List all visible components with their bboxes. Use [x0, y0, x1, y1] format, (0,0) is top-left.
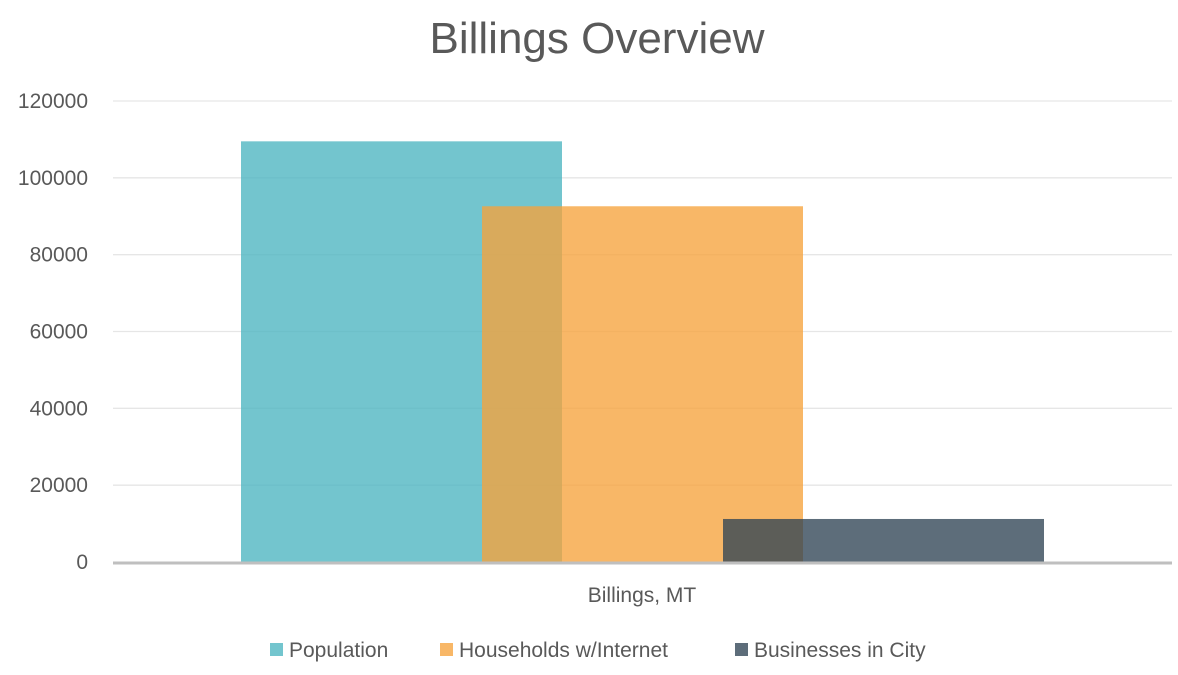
bar-households-w-internet: [482, 206, 803, 563]
x-tick-label: Billings, MT: [588, 584, 697, 607]
legend-swatch-population: [270, 643, 283, 656]
y-tick-label: 100000: [18, 167, 88, 190]
y-tick-label: 60000: [30, 321, 88, 344]
y-axis-tick-labels: 0 20000 40000 60000 80000 100000 120000: [18, 90, 88, 574]
y-tick-label: 20000: [30, 474, 88, 497]
legend-swatch-businesses-in-city: [735, 643, 748, 656]
legend-swatch-households-w-internet: [440, 643, 453, 656]
legend-label-businesses-in-city: Businesses in City: [754, 639, 926, 662]
legend-label-households-w-internet: Households w/Internet: [459, 639, 668, 662]
y-tick-label: 120000: [18, 90, 88, 113]
bars: [241, 141, 1044, 563]
bar-businesses-in-city: [723, 518, 1044, 562]
y-tick-label: 0: [76, 551, 88, 574]
legend: Population Households w/Internet Businesse…: [270, 639, 926, 662]
legend-label-population: Population: [289, 639, 388, 662]
y-tick-label: 40000: [30, 397, 88, 420]
y-tick-label: 80000: [30, 244, 88, 267]
chart-title: Billings Overview: [430, 14, 765, 63]
x-axis: Billings, MT: [113, 561, 1172, 607]
